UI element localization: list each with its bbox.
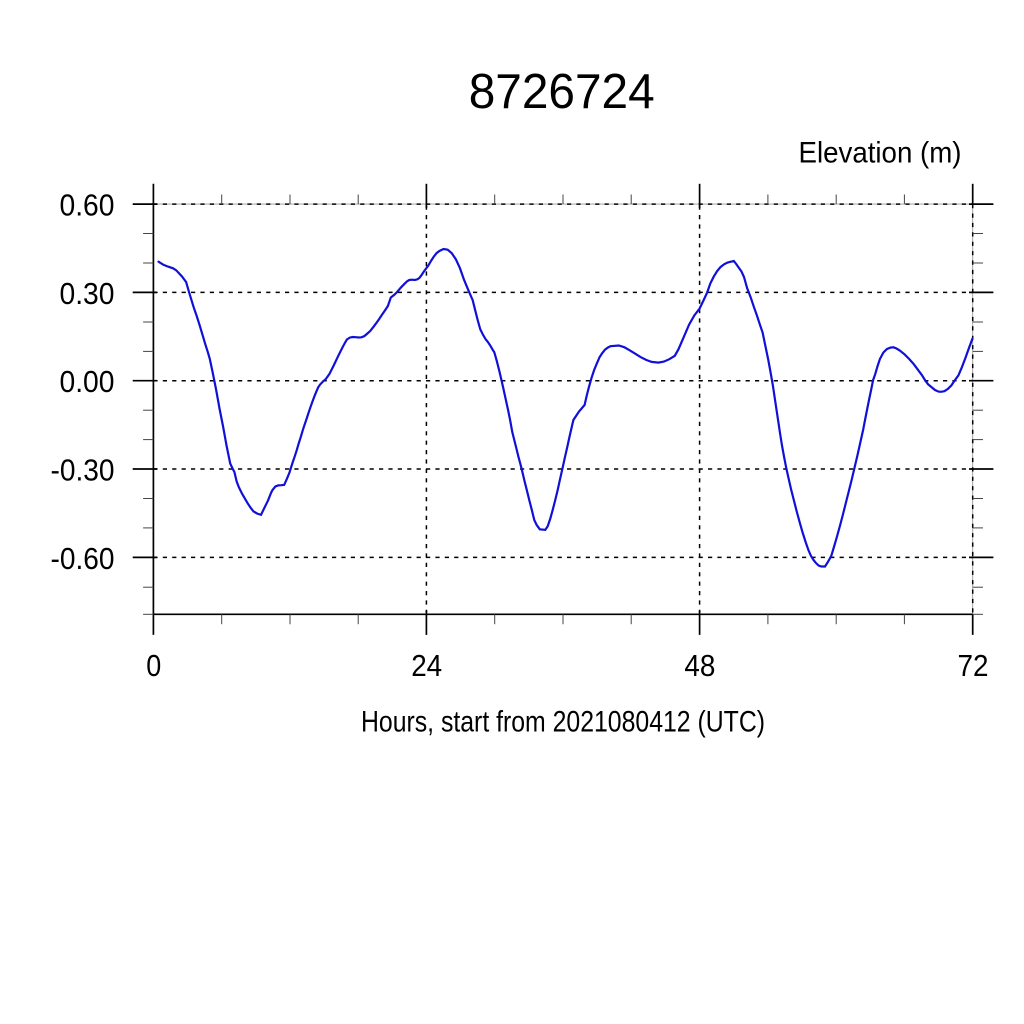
svg-text:0.30: 0.30: [60, 277, 115, 311]
svg-text:0.60: 0.60: [60, 189, 115, 223]
svg-text:0: 0: [146, 649, 161, 683]
svg-text:-0.30: -0.30: [51, 453, 115, 487]
svg-text:-0.60: -0.60: [51, 542, 115, 576]
svg-text:Elevation (m): Elevation (m): [799, 137, 962, 170]
svg-text:Hours, start from 2021080412 (: Hours, start from 2021080412 (UTC): [361, 706, 765, 739]
svg-text:24: 24: [411, 649, 442, 683]
svg-text:8726724: 8726724: [469, 64, 655, 119]
svg-text:0.00: 0.00: [60, 365, 115, 399]
svg-text:72: 72: [958, 649, 989, 683]
svg-text:48: 48: [684, 649, 715, 683]
